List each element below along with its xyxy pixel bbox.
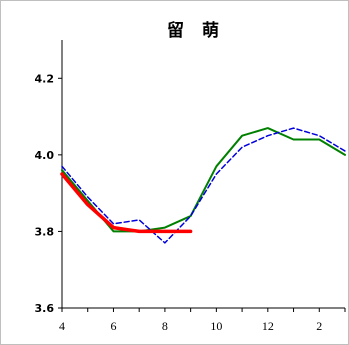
series-line-3 — [60, 172, 193, 234]
x-tick-label: 6 — [110, 319, 116, 333]
chart-title: 留 萌 — [167, 20, 225, 41]
x-tick-label: 12 — [262, 319, 274, 333]
x-tick-label: 8 — [162, 319, 168, 333]
y-tick-label: 4.2 — [35, 72, 55, 85]
plot-area: 3.6 3.8 4.0 4.2 4 6 8 10 12 2 — [35, 40, 346, 333]
x-tick-label: 2 — [316, 319, 322, 333]
y-tick-label: 4.0 — [35, 149, 55, 162]
y-tick-label: 3.6 — [35, 302, 55, 315]
series-line-2 — [61, 127, 346, 244]
x-tick-label: 4 — [59, 319, 65, 333]
x-tick-label: 10 — [210, 319, 222, 333]
series-line-1 — [61, 127, 346, 233]
y-tick-label: 3.8 — [35, 225, 55, 238]
